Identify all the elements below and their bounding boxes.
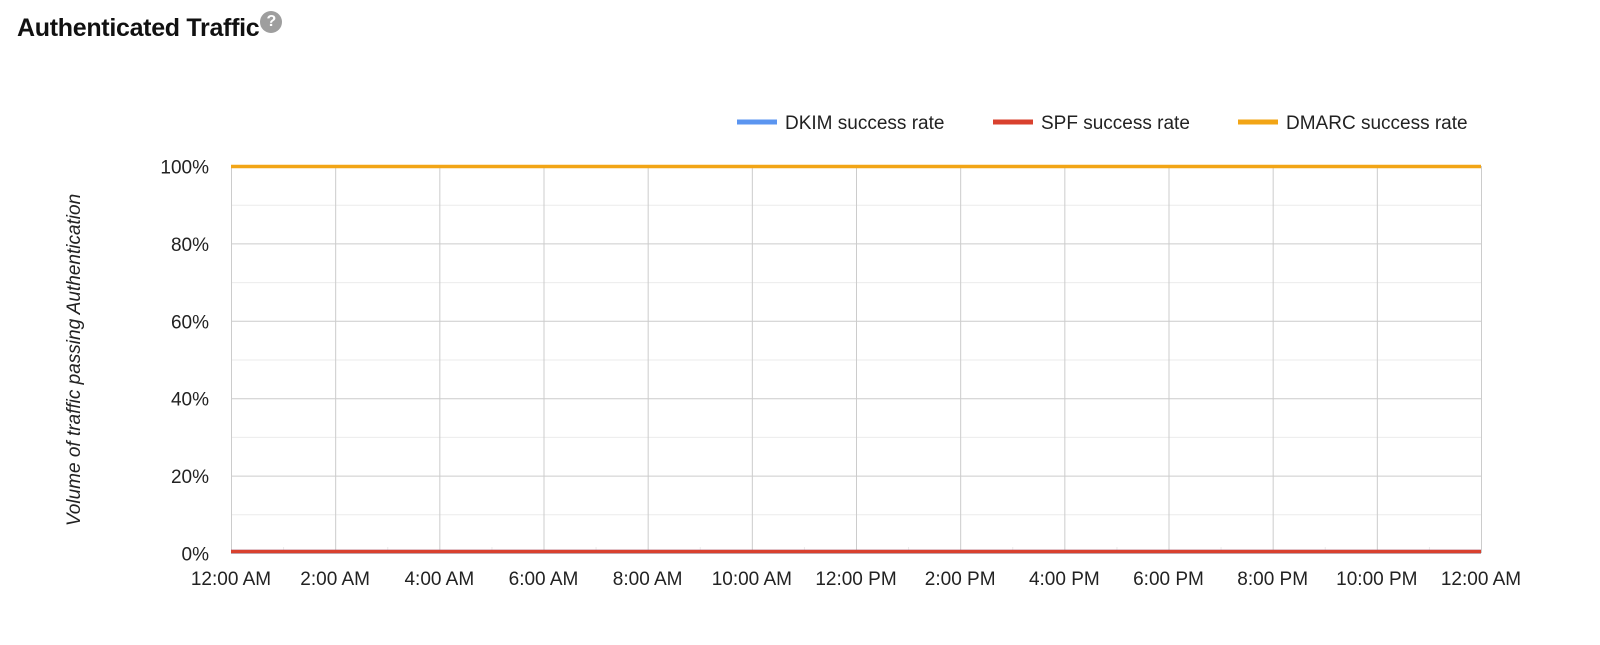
x-tick-label: 2:00 AM — [300, 569, 370, 590]
x-tick-label: 4:00 PM — [1029, 569, 1100, 590]
y-tick-label: 40% — [171, 390, 209, 411]
x-tick-label: 2:00 PM — [925, 569, 996, 590]
y-tick-label: 60% — [171, 312, 209, 333]
help-icon[interactable]: ? — [260, 11, 283, 33]
x-tick-label: 8:00 PM — [1237, 569, 1308, 590]
x-tick-label: 12:00 PM — [815, 569, 896, 590]
series-lines — [231, 164, 1481, 554]
chart-header: Authenticated Traffic ? — [17, 10, 283, 46]
y-tick-label: 20% — [171, 467, 209, 488]
x-axis: 12:00 AM 2:00 AM 4:00 AM 6:00 AM 8:00 AM 10:0… — [191, 569, 1521, 590]
page-title: Authenticated Traffic — [17, 14, 260, 42]
legend: DKIM success rate SPF success rate DMARC s… — [737, 113, 1468, 134]
x-tick-label: 4:00 AM — [404, 569, 474, 590]
x-tick-label: 10:00 AM — [712, 569, 792, 590]
x-tick-label: 6:00 PM — [1133, 569, 1204, 590]
x-tick-label: 12:00 AM — [1441, 569, 1521, 590]
y-axis: 0% 20% 40% 60% 80% 100% — [160, 158, 209, 566]
y-tick-label: 0% — [182, 545, 210, 566]
x-tick-label: 8:00 AM — [613, 569, 683, 590]
y-axis-label: Volume of traffic passing Authentication — [64, 194, 85, 526]
x-tick-label: 10:00 PM — [1336, 569, 1417, 590]
y-tick-label: 80% — [171, 235, 209, 256]
legend-label: DMARC success rate — [1286, 113, 1468, 134]
legend-label: SPF success rate — [1041, 113, 1190, 134]
x-tick-label: 12:00 AM — [191, 569, 271, 590]
y-tick-label: 100% — [160, 158, 209, 179]
legend-label: DKIM success rate — [785, 113, 944, 134]
major-gridlines — [231, 166, 1482, 554]
x-tick-label: 6:00 AM — [509, 569, 579, 590]
